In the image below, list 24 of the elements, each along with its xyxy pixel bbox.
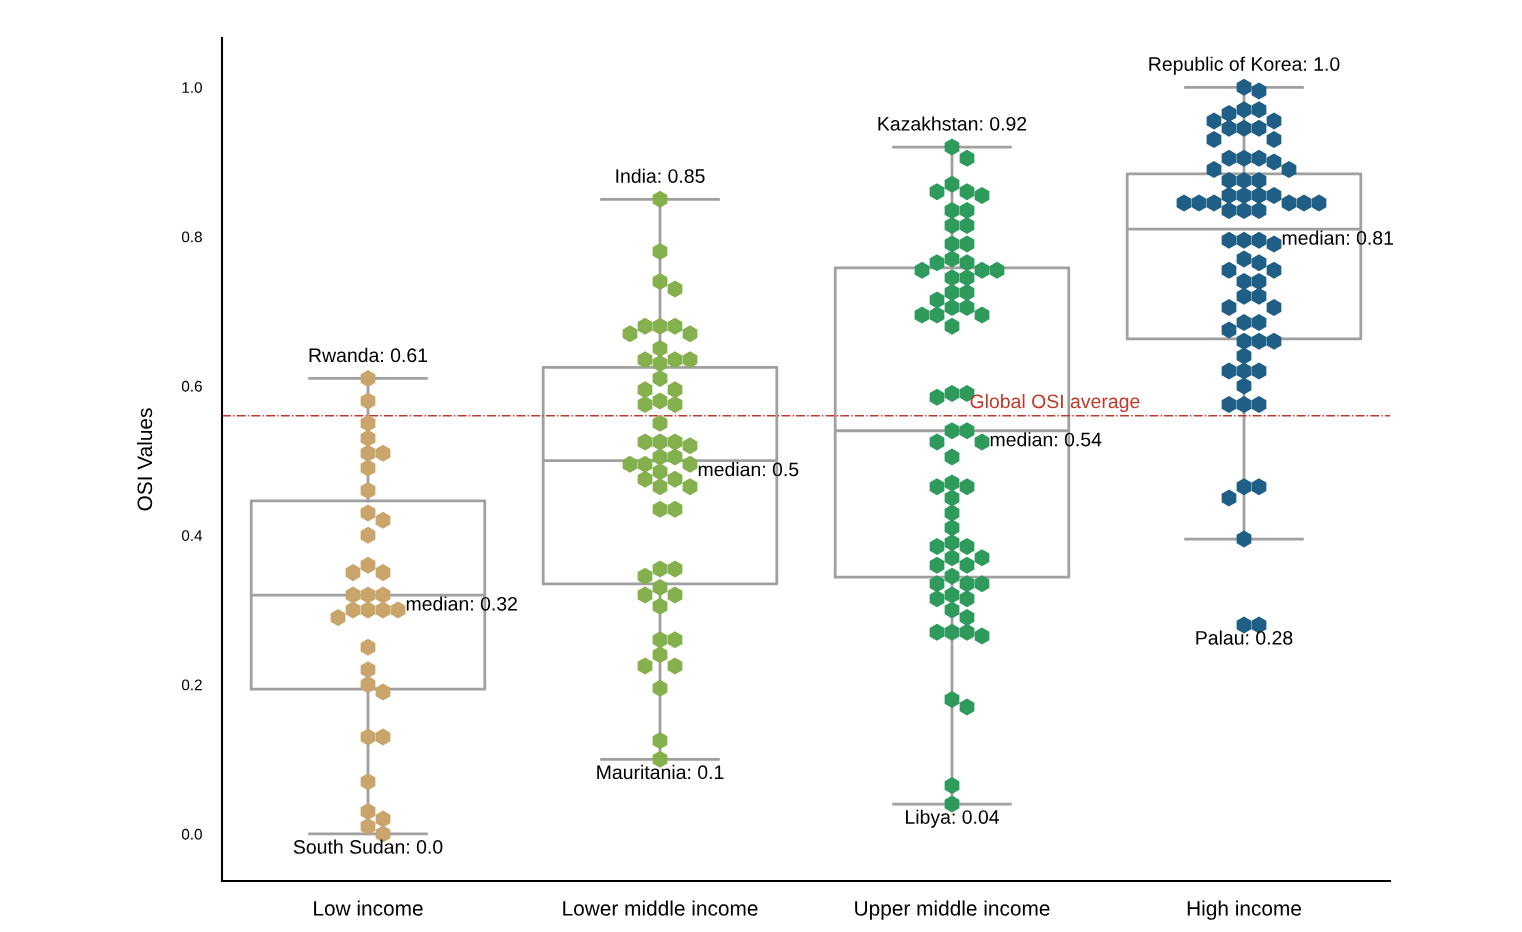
- annotation: median: 0.32: [406, 596, 517, 611]
- annotation: Rwanda: 0.61: [309, 347, 428, 363]
- y-tick-label: 0.0: [181, 828, 202, 840]
- annotation: Mauritania: 0.1: [597, 764, 724, 780]
- annotation: median: 0.5: [698, 462, 799, 477]
- y-axis-title: OSI Values: [136, 408, 153, 511]
- x-tick-label: Upper middle income: [855, 900, 1050, 920]
- annotation: Libya: 0.04: [906, 809, 999, 828]
- annotation: median: 0.81: [1282, 230, 1393, 245]
- x-tick-label: Lower middle income: [563, 900, 758, 916]
- ref-line-label: Global OSI average: [970, 393, 1140, 413]
- y-tick-label: 0.8: [181, 231, 202, 243]
- annotation: median: 0.54: [990, 432, 1102, 447]
- annotation: India: 0.85: [616, 168, 705, 183]
- annotation: South Sudan: 0.0: [293, 839, 443, 854]
- y-tick-label: 1.0: [182, 82, 202, 93]
- annotation: Kazakhstan: 0.92: [878, 116, 1027, 131]
- annotation: Palau: 0.28: [1196, 630, 1293, 645]
- y-tick-label: 0.2: [181, 679, 202, 691]
- annotation: Republic of Korea: 1.0: [1149, 56, 1340, 75]
- x-tick-label: Low income: [314, 900, 423, 916]
- y-tick-label: 0.4: [181, 530, 203, 541]
- x-tick-label: High income: [1187, 900, 1301, 920]
- y-tick-label: 0.6: [181, 380, 202, 392]
